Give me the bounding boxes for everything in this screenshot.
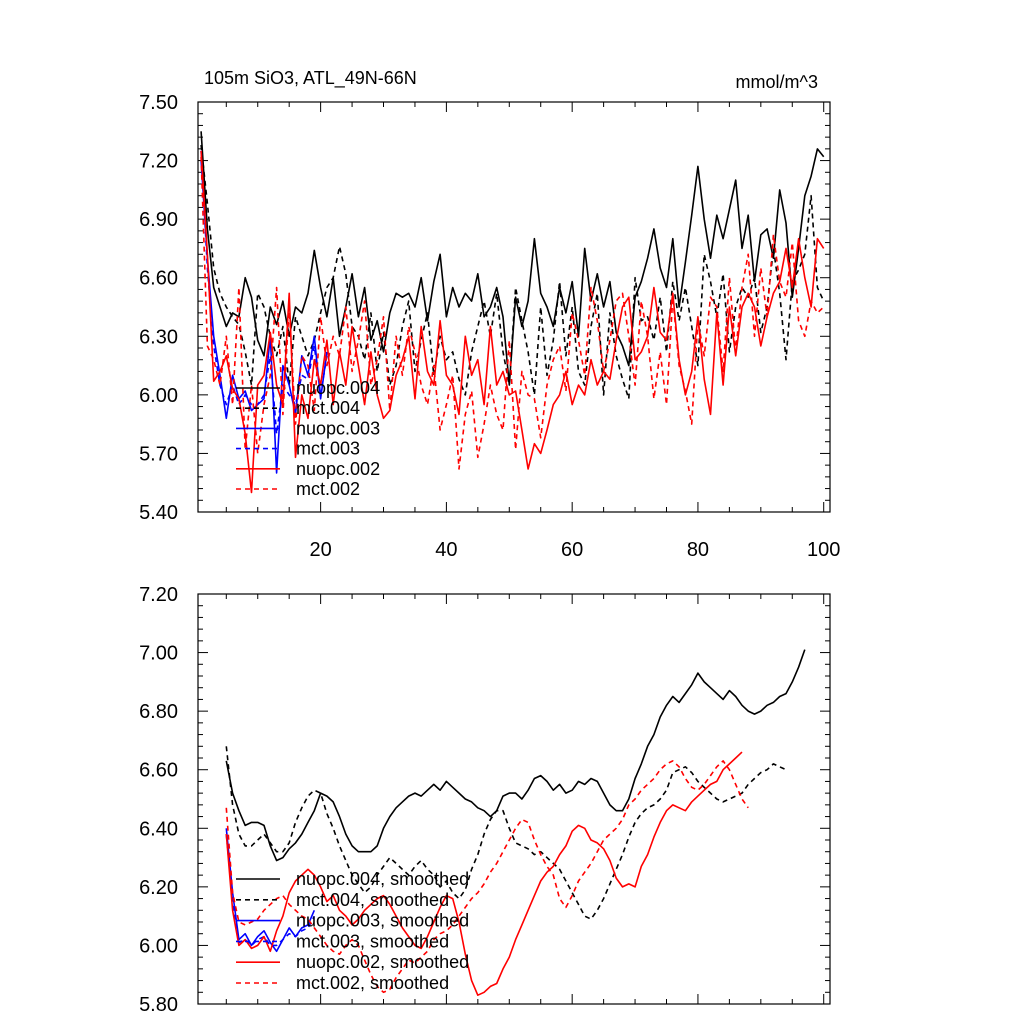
series-line-nuopc-004	[200, 131, 825, 386]
y-tick-label: 7.20	[139, 151, 178, 173]
series-line-nuopc-003	[200, 160, 328, 474]
legend-label: mct.003, smoothed	[296, 931, 449, 951]
chart-title: 105m SiO3, ATL_49N-66N	[204, 68, 417, 89]
series-line-mct-002	[200, 156, 825, 470]
series-line-nuopc-003-smoothed	[225, 828, 316, 953]
plot-frame	[197, 593, 831, 1005]
y-tick-label: 6.80	[139, 701, 178, 723]
series-line-nuopc-002-smoothed	[225, 751, 743, 997]
series-line-mct-004-smoothed	[225, 746, 787, 920]
y-tick-label: 6.30	[139, 326, 178, 348]
legend-label: nuopc.003, smoothed	[296, 911, 469, 931]
legend-label: mct.002, smoothed	[296, 973, 449, 993]
legend-label: nuopc.004	[296, 378, 380, 398]
legend-label: nuopc.003	[296, 418, 380, 438]
plot-frame	[197, 101, 831, 513]
y-tick-label: 7.00	[139, 643, 178, 665]
y-tick-label: 6.40	[139, 818, 178, 840]
y-tick-label: 6.60	[139, 760, 178, 782]
legend: nuopc.004mct.004nuopc.003mct.003nuopc.00…	[236, 378, 380, 499]
series-group	[200, 131, 825, 494]
top-panel: 105m SiO3, ATL_49N-66N mmol/m^3 5.40 5.70 6.…	[139, 68, 840, 561]
y-tick-label: 7.20	[139, 584, 178, 606]
x-tick-label: 20	[310, 539, 332, 561]
x-tick-label: 100	[807, 539, 840, 561]
y-tick-label: 6.20	[139, 877, 178, 899]
y-tick-label: 6.00	[139, 935, 178, 957]
bottom-panel: 5.80 6.00 6.20 6.40 6.60 6.80 7.00 7.20 nuopc.00…	[139, 584, 831, 1016]
y-tick-label: 5.70	[139, 443, 178, 465]
legend-label: nuopc.004, smoothed	[296, 869, 469, 889]
x-tick-label: 40	[435, 539, 457, 561]
legend-label: mct.004, smoothed	[296, 890, 449, 910]
legend-label: mct.003	[296, 439, 360, 459]
legend-label: mct.002	[296, 479, 360, 499]
y-tick-label: 5.80	[139, 994, 178, 1016]
legend-label: nuopc.002	[296, 459, 380, 479]
series-line-mct-002-smoothed	[225, 760, 749, 994]
legend-label: mct.004	[296, 398, 360, 418]
x-tick-label: 60	[561, 539, 583, 561]
series-line-mct-004	[200, 144, 825, 400]
series-line-nuopc-004-smoothed	[225, 649, 806, 862]
y-tick-label: 6.90	[139, 209, 178, 231]
y-tick-label: 6.60	[139, 268, 178, 290]
y-tick-label: 7.50	[139, 92, 178, 114]
y-tick-label: 5.40	[139, 502, 178, 524]
units-label: mmol/m^3	[736, 72, 818, 92]
x-tick-label: 80	[687, 539, 709, 561]
y-tick-label: 6.00	[139, 385, 178, 407]
series-line-mct-003	[200, 150, 328, 435]
legend-label: nuopc.002, smoothed	[296, 952, 469, 972]
